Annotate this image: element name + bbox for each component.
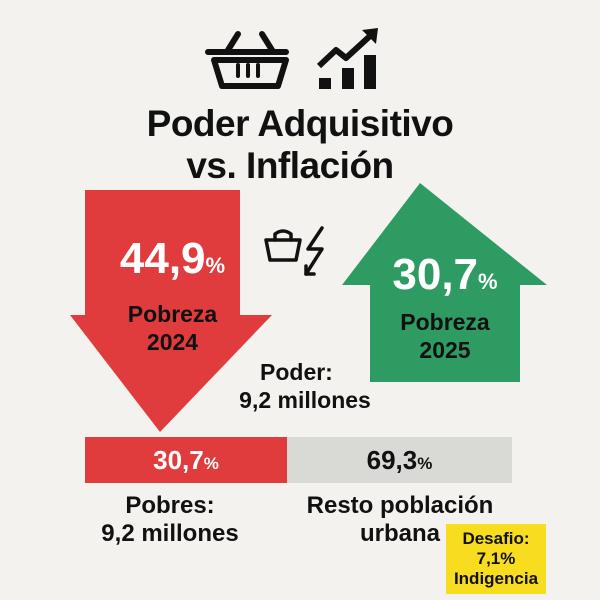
caption-rest: Resto población urbana — [306, 492, 494, 547]
bar-left-value: 30,7% — [153, 445, 219, 475]
down-arrow — [70, 190, 272, 432]
bar-segment-rest — [287, 437, 512, 483]
bar-segment-poor — [85, 437, 287, 483]
challenge-box — [446, 524, 546, 594]
growth-chart-icon — [316, 28, 378, 89]
bag-lightning-icon — [264, 226, 324, 276]
up-arrow — [342, 183, 547, 382]
poder-label: Poder: 9,2 millones — [239, 359, 371, 413]
left-arrow-label: Pobreza 2024 — [127, 301, 218, 355]
challenge-text: Desafio: 7,1% Indigencia — [453, 529, 539, 588]
bar-right-value: 69,3% — [366, 445, 433, 475]
right-arrow-value: 30,7% — [392, 250, 498, 299]
left-arrow-value: 44,9% — [119, 234, 226, 283]
right-arrow-label: Pobreza 2025 — [400, 309, 490, 363]
title-line-2: vs. Inflación — [186, 145, 394, 186]
title-line-1: Poder Adquisitivo — [146, 103, 454, 144]
caption-poor: Pobres: 9,2 millones — [101, 492, 239, 547]
basket-icon — [205, 31, 289, 89]
